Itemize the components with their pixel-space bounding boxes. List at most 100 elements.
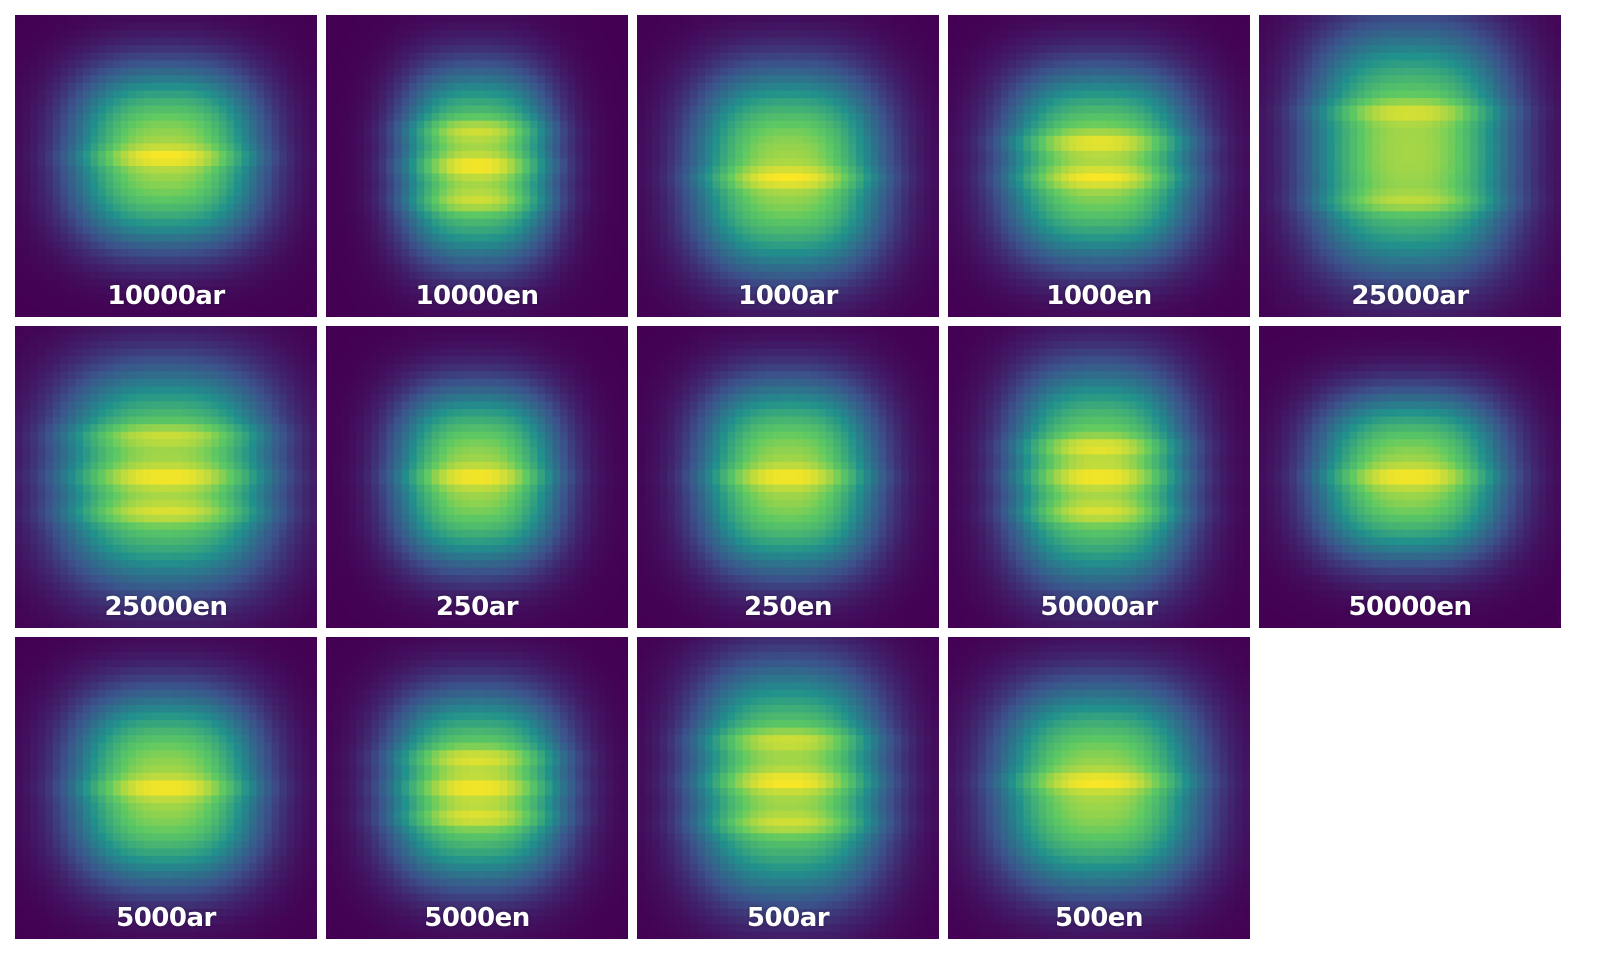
heatmap-cell bbox=[765, 60, 774, 69]
heatmap-cell bbox=[597, 135, 606, 144]
heatmap-cell bbox=[923, 286, 933, 295]
heatmap-cell bbox=[855, 128, 865, 137]
heatmap-cell bbox=[181, 158, 190, 167]
heatmap-cell bbox=[757, 188, 766, 197]
heatmap-cell bbox=[507, 52, 516, 61]
heatmap-cell bbox=[878, 113, 887, 122]
heatmap-cell bbox=[514, 226, 523, 235]
heatmap-cell bbox=[203, 45, 212, 54]
heatmap-cell bbox=[301, 158, 311, 167]
heatmap-cell bbox=[492, 90, 501, 99]
heatmap-cell bbox=[825, 241, 834, 250]
heatmap-cell bbox=[211, 249, 220, 258]
heatmap-cell bbox=[113, 60, 122, 69]
heatmap-cell bbox=[105, 279, 114, 288]
heatmap-cell bbox=[537, 286, 546, 295]
heatmap-cell bbox=[105, 196, 114, 205]
heatmap-cell bbox=[37, 233, 46, 243]
heatmap-cell bbox=[439, 271, 448, 280]
heatmap-cell bbox=[279, 45, 288, 54]
heatmap-cell bbox=[60, 226, 69, 235]
heatmap-cell bbox=[454, 218, 463, 227]
heatmap-cell bbox=[855, 52, 865, 61]
heatmap-cell bbox=[720, 135, 729, 144]
heatmap-cell bbox=[567, 218, 576, 227]
heatmap-cell bbox=[757, 67, 766, 76]
heatmap-cell bbox=[37, 90, 46, 99]
heatmap-cell bbox=[742, 309, 751, 317]
heatmap-cell bbox=[90, 15, 99, 24]
heatmap-cell bbox=[271, 181, 280, 190]
heatmap-cell bbox=[810, 90, 819, 99]
heatmap-cell bbox=[431, 233, 440, 243]
heatmap-cell bbox=[780, 143, 789, 152]
heatmap-cell bbox=[537, 256, 546, 265]
heatmap-cell bbox=[499, 196, 508, 205]
heatmap-cell bbox=[226, 309, 235, 317]
heatmap-cell bbox=[409, 241, 418, 250]
heatmap-cell bbox=[196, 294, 205, 303]
heatmap-cell bbox=[582, 309, 591, 317]
heatmap-cell bbox=[727, 301, 736, 311]
heatmap-cell bbox=[742, 286, 751, 295]
heatmap-cell bbox=[720, 128, 729, 137]
heatmap-cell bbox=[113, 233, 122, 243]
heatmap-cell bbox=[105, 105, 114, 114]
heatmap-cell bbox=[810, 135, 819, 144]
heatmap-cell bbox=[409, 37, 418, 46]
heatmap-cell bbox=[848, 52, 857, 61]
heatmap-cell bbox=[348, 22, 357, 31]
heatmap-cell bbox=[128, 105, 137, 114]
heatmap-cell bbox=[544, 181, 554, 190]
heatmap-cell bbox=[143, 120, 152, 129]
heatmap-cell bbox=[757, 264, 766, 273]
heatmap-cell bbox=[825, 309, 834, 317]
heatmap-cell bbox=[75, 256, 84, 265]
heatmap-cell bbox=[135, 256, 144, 265]
heatmap-cell bbox=[424, 203, 433, 212]
heatmap-cell bbox=[720, 211, 729, 220]
heatmap-cell bbox=[158, 309, 167, 317]
heatmap-cell bbox=[637, 286, 646, 295]
heatmap-cell bbox=[135, 135, 144, 144]
heatmap-cell bbox=[560, 52, 569, 61]
heatmap-cell bbox=[840, 158, 849, 167]
heatmap-cell bbox=[135, 226, 144, 235]
heatmap-cell bbox=[22, 158, 31, 167]
heatmap-cell bbox=[1038, 15, 1047, 24]
heatmap-cell bbox=[135, 150, 144, 160]
heatmap-cell bbox=[67, 15, 76, 24]
heatmap-cell bbox=[833, 264, 842, 273]
heatmap-cell bbox=[271, 52, 280, 61]
heatmap-cell bbox=[90, 203, 99, 212]
heatmap-cell bbox=[878, 309, 887, 317]
heatmap-cell bbox=[878, 37, 887, 46]
heatmap-cell bbox=[780, 90, 789, 99]
heatmap-cell bbox=[371, 211, 380, 220]
heatmap-cell bbox=[871, 120, 880, 129]
heatmap-cell bbox=[98, 120, 107, 129]
heatmap-cell bbox=[901, 67, 910, 76]
heatmap-cell bbox=[416, 67, 425, 76]
heatmap-cell bbox=[840, 98, 849, 107]
heatmap-cell bbox=[916, 22, 925, 31]
heatmap-cell bbox=[590, 218, 599, 227]
heatmap-cell bbox=[439, 226, 448, 235]
heatmap-cell bbox=[301, 15, 311, 24]
heatmap-cell bbox=[788, 135, 797, 144]
heatmap-cell bbox=[158, 196, 167, 205]
heatmap-cell bbox=[878, 150, 887, 160]
heatmap-cell bbox=[469, 218, 478, 227]
heatmap-cell bbox=[409, 279, 418, 288]
heatmap-cell bbox=[1083, 15, 1093, 24]
heatmap-cell bbox=[590, 128, 599, 137]
heatmap-cell bbox=[780, 67, 789, 76]
heatmap-cell bbox=[286, 188, 295, 197]
heatmap-cell bbox=[704, 150, 714, 160]
heatmap-cell bbox=[113, 135, 122, 144]
heatmap-cell bbox=[409, 52, 418, 61]
heatmap-cell bbox=[356, 301, 365, 311]
heatmap-cell bbox=[386, 113, 395, 122]
heatmap-cell bbox=[582, 15, 591, 24]
heatmap-cell bbox=[552, 52, 561, 61]
